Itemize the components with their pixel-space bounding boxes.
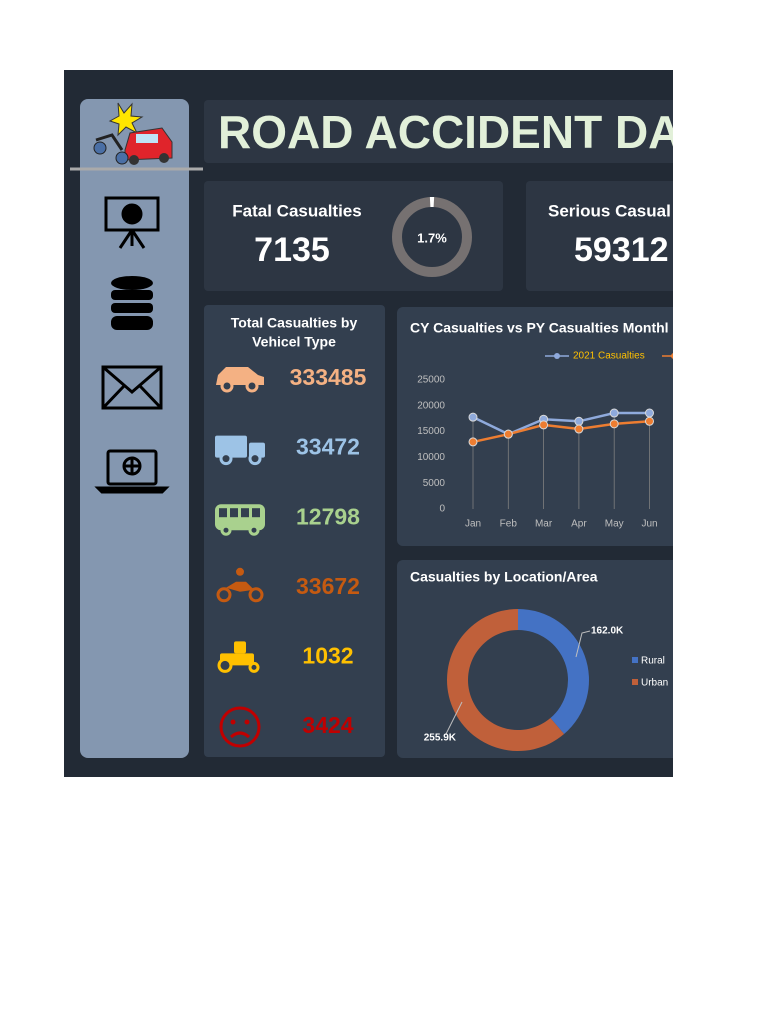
vehicle-value: 333485 xyxy=(290,364,367,390)
legend-marker xyxy=(554,353,560,359)
icon-part xyxy=(230,731,250,739)
legend-label: Urban xyxy=(641,678,668,689)
icon-part xyxy=(220,524,232,536)
dashboard: ROAD ACCIDENT DAS Fatal Casualties 7135 … xyxy=(64,70,712,777)
icon-part xyxy=(215,435,247,458)
vehicle-title: Total Casualties by xyxy=(231,315,358,331)
x-tick-label: Apr xyxy=(571,519,587,530)
point xyxy=(645,416,654,426)
legend-label: Rural xyxy=(641,656,665,667)
x-tick-label: May xyxy=(605,519,624,530)
vehicle-icon xyxy=(219,706,261,748)
vehicle-value: 3424 xyxy=(302,712,353,738)
vehicle-icon xyxy=(216,367,264,393)
kpi-label: Fatal Casualties xyxy=(232,201,361,220)
leader-line xyxy=(575,630,591,658)
laptop-icon[interactable] xyxy=(94,449,170,494)
icon-part xyxy=(248,524,260,536)
y-tick-label: 25000 xyxy=(417,375,445,386)
data-label: 162.0K xyxy=(591,626,624,637)
share-segment xyxy=(429,197,435,208)
icon-part xyxy=(236,567,244,576)
point xyxy=(539,420,549,430)
leader-line xyxy=(445,701,463,735)
vehicle-icon xyxy=(216,567,264,603)
y-tick-label: 5000 xyxy=(423,478,446,489)
y-tick-label: 10000 xyxy=(417,452,445,463)
icon-part xyxy=(230,508,238,518)
kpi-card xyxy=(526,181,673,291)
icon-part xyxy=(248,452,262,466)
icon-part xyxy=(230,719,236,725)
kpi-value: 7135 xyxy=(254,231,330,269)
y-tick-label: 20000 xyxy=(417,400,445,411)
icon-part xyxy=(241,508,249,518)
vehicle-icon xyxy=(215,435,265,466)
chart-title: Casualties by Location/Area xyxy=(410,569,598,585)
kpi-value: 59312 xyxy=(574,231,669,269)
vehicle-value: 1032 xyxy=(302,642,353,668)
point xyxy=(574,424,584,434)
point xyxy=(574,416,584,426)
vehicle-title: Vehicel Type xyxy=(252,334,336,350)
vehicle-value: 33472 xyxy=(296,434,360,460)
icon-part xyxy=(234,641,246,654)
presentation-icon[interactable] xyxy=(104,196,160,249)
logo xyxy=(93,102,173,165)
kpi-card xyxy=(204,181,503,291)
x-tick-label: Jan xyxy=(465,519,481,530)
kpi-share-label: 1.7% xyxy=(417,230,447,245)
icon-part xyxy=(219,508,227,518)
icon-part xyxy=(219,452,233,466)
vehicle-value: 12798 xyxy=(296,503,360,529)
sidebar-icons xyxy=(94,196,170,494)
legend-marker xyxy=(671,353,673,359)
legend-label: 2021 Casualties xyxy=(573,351,645,362)
icon-part xyxy=(245,379,259,393)
point xyxy=(503,429,513,439)
data-label: 255.9K xyxy=(424,733,457,744)
vehicle-icon xyxy=(217,641,260,673)
kpi-label: Serious Casual xyxy=(548,201,671,220)
title-box xyxy=(204,100,673,163)
icon-part xyxy=(219,706,261,748)
series-line xyxy=(472,411,650,436)
mail-icon[interactable] xyxy=(101,365,163,410)
point xyxy=(645,408,654,418)
icon-part xyxy=(220,379,234,393)
point xyxy=(468,437,478,447)
legend-swatch xyxy=(632,679,638,685)
y-tick-label: 15000 xyxy=(417,426,445,437)
icon-part xyxy=(216,587,232,603)
series-line xyxy=(472,420,650,444)
icon-part xyxy=(244,719,250,725)
icon-part xyxy=(226,581,254,592)
point xyxy=(609,408,619,418)
donut-segment xyxy=(518,609,589,735)
point xyxy=(609,419,619,429)
vehicle-value: 33672 xyxy=(296,573,360,599)
title: ROAD ACCIDENT DAS xyxy=(218,106,712,158)
x-tick-label: Mar xyxy=(535,519,553,530)
point xyxy=(468,412,478,422)
legend-swatch xyxy=(632,657,638,663)
chart-title: CY Casualties vs PY Casualties Monthl xyxy=(410,320,669,336)
database-icon[interactable] xyxy=(111,276,153,330)
icon-part xyxy=(252,508,260,518)
vehicle-panel xyxy=(204,305,385,757)
x-tick-label: Feb xyxy=(500,519,518,530)
icon-part xyxy=(217,657,233,673)
x-tick-label: Jun xyxy=(641,519,657,530)
vehicle-icon xyxy=(215,504,265,536)
icon-part xyxy=(248,587,264,603)
y-tick-label: 0 xyxy=(439,504,445,515)
donut-segment xyxy=(446,609,565,751)
icon-part xyxy=(248,661,260,673)
sidebar xyxy=(80,99,189,758)
